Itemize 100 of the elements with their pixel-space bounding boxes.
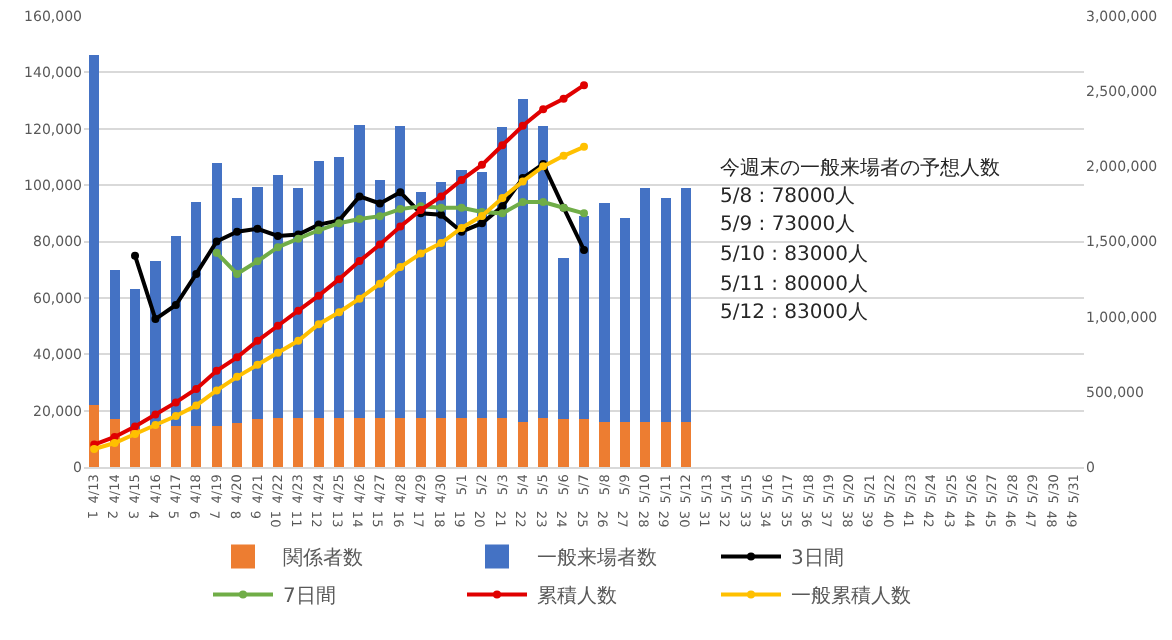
point [314, 291, 323, 300]
legend-label: 一般累積人数 [791, 584, 911, 609]
bar [293, 417, 304, 468]
point [192, 401, 201, 410]
bar [619, 217, 630, 422]
point [253, 257, 262, 266]
bar [191, 202, 202, 427]
annotation: 5/12 : 83000人 [720, 302, 868, 324]
bar [456, 417, 467, 468]
bar [660, 197, 671, 422]
bar [272, 417, 283, 468]
point [253, 336, 262, 345]
point [518, 198, 527, 207]
bar [538, 125, 549, 418]
bar [599, 421, 610, 468]
point [498, 202, 507, 211]
point [192, 269, 201, 278]
bar [252, 186, 263, 420]
bar [476, 417, 488, 468]
point [212, 248, 221, 257]
bar [211, 426, 222, 468]
bar [89, 55, 100, 406]
point [273, 231, 282, 240]
point [580, 142, 588, 151]
bar [415, 417, 426, 468]
point [375, 199, 384, 208]
point [539, 198, 548, 207]
point [151, 410, 160, 419]
bar [334, 417, 345, 468]
bar [354, 124, 365, 418]
bar [619, 421, 630, 468]
bar [680, 421, 692, 468]
point [355, 294, 364, 303]
point [131, 251, 140, 260]
bar [129, 289, 141, 430]
point [171, 300, 180, 309]
point [437, 192, 446, 201]
point [212, 366, 221, 375]
point [335, 308, 344, 317]
point [477, 219, 486, 228]
point [457, 203, 466, 212]
point [273, 348, 282, 357]
legend-label: 累積人数 [537, 584, 617, 609]
bar [456, 169, 467, 418]
point [457, 175, 466, 184]
legend-label: 関係者数 [283, 546, 363, 571]
point [151, 420, 160, 429]
bar [109, 269, 120, 420]
annotation: 5/10 : 83000人 [720, 244, 868, 266]
annotation: 今週末の一般来場者の予想人数 [720, 156, 1000, 180]
point [212, 237, 221, 246]
bar [660, 421, 671, 468]
point [498, 141, 507, 150]
point [559, 151, 568, 160]
bar [599, 203, 610, 422]
legend-label: 3日間 [791, 548, 844, 571]
bar [640, 187, 651, 422]
bar [354, 417, 365, 468]
bar [313, 161, 324, 418]
point [233, 269, 242, 278]
bar [436, 417, 447, 468]
point [171, 411, 180, 420]
point [396, 188, 405, 197]
point [437, 239, 446, 248]
point [375, 279, 384, 288]
annotation: 5/8 : 78000人 [720, 186, 856, 208]
bar [293, 187, 304, 418]
bar [558, 258, 569, 420]
bar [578, 419, 590, 468]
bar [170, 426, 181, 468]
annotation: 5/11 : 80000人 [720, 274, 868, 296]
point [580, 81, 588, 90]
point [498, 209, 507, 218]
bar [497, 417, 508, 468]
bar [191, 426, 202, 468]
point [233, 227, 242, 236]
point [294, 306, 303, 315]
point [273, 321, 282, 330]
point [477, 160, 486, 169]
bar [150, 426, 161, 468]
point [416, 249, 425, 258]
point [437, 203, 446, 212]
point [539, 105, 548, 114]
bar [334, 156, 345, 418]
point [335, 275, 344, 284]
point [253, 360, 262, 369]
point [253, 224, 262, 233]
point [90, 445, 99, 454]
point [110, 439, 119, 448]
bar [252, 419, 263, 468]
point [314, 226, 323, 235]
point [171, 398, 180, 407]
legend-label: 7日間 [283, 586, 336, 609]
bar [231, 423, 243, 468]
bar [415, 192, 426, 418]
bar [538, 417, 549, 468]
point [233, 372, 242, 381]
line-series [131, 160, 588, 324]
bar [517, 99, 528, 422]
point [437, 210, 446, 219]
